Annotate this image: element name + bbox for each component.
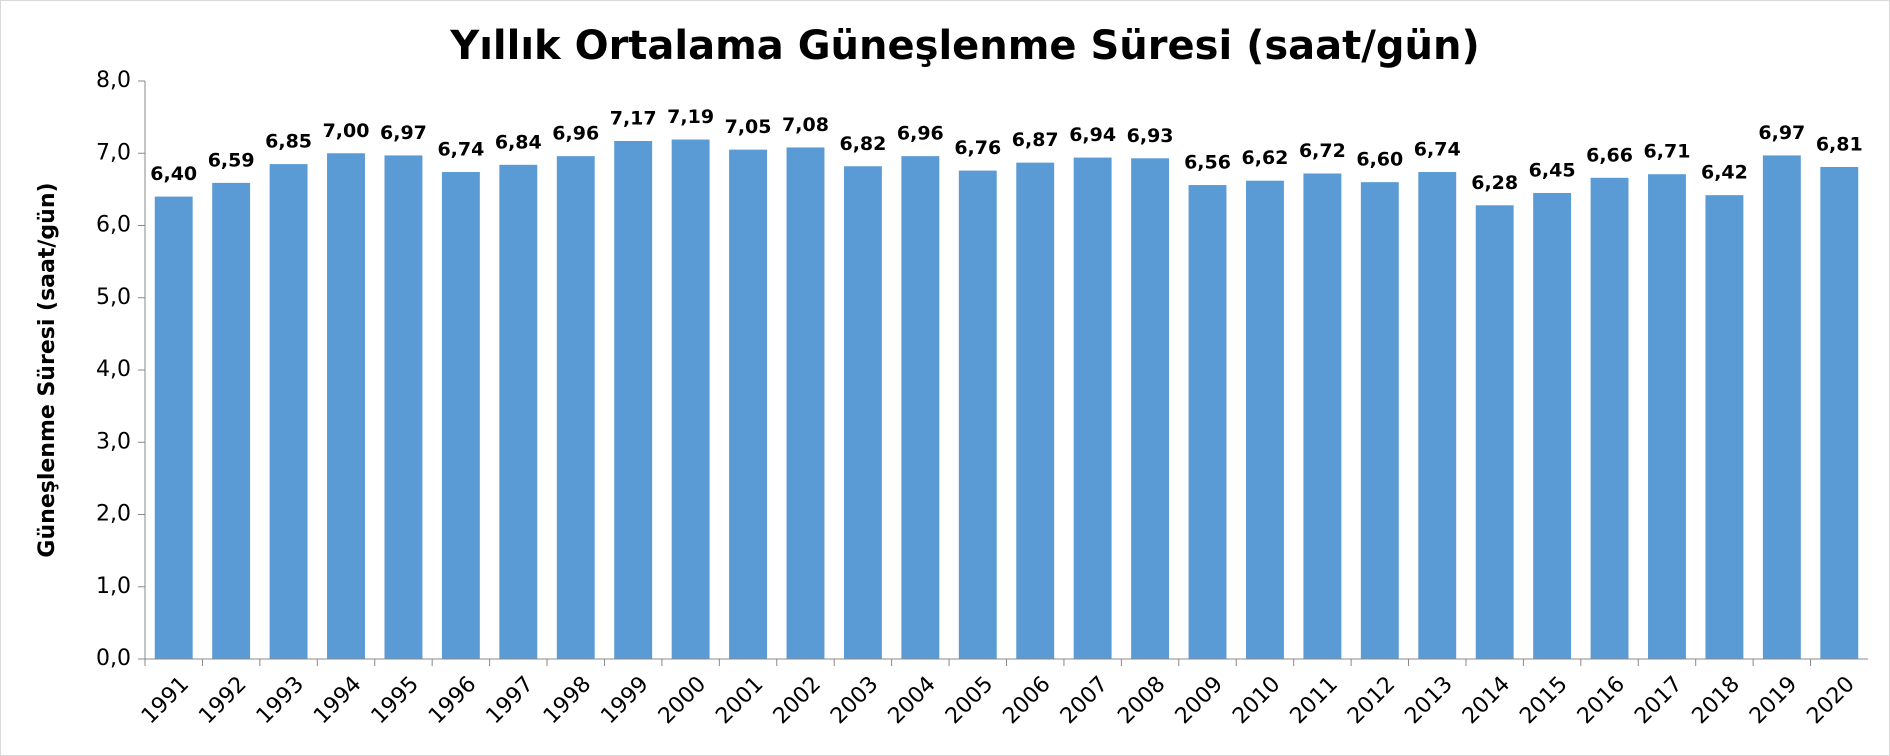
data-label: 7,05 bbox=[725, 116, 772, 138]
bar bbox=[1648, 174, 1686, 659]
bar bbox=[556, 156, 595, 659]
data-label: 6,45 bbox=[1529, 159, 1576, 181]
data-label: 6,97 bbox=[380, 122, 427, 144]
data-label: 6,96 bbox=[552, 123, 599, 145]
y-tick-label: 8,0 bbox=[96, 68, 131, 93]
data-label: 7,00 bbox=[323, 120, 370, 142]
y-tick-label: 7,0 bbox=[96, 140, 131, 165]
data-label: 6,28 bbox=[1471, 172, 1518, 194]
data-label: 7,17 bbox=[610, 107, 657, 129]
chart-title: Yıllık Ortalama Güneşlenme Süresi (saat/… bbox=[449, 23, 1480, 69]
data-label: 7,08 bbox=[782, 114, 829, 136]
data-label: 7,19 bbox=[667, 106, 714, 128]
bar bbox=[384, 155, 423, 660]
data-label: 6,66 bbox=[1586, 144, 1633, 166]
bar bbox=[1188, 185, 1227, 660]
data-label: 6,94 bbox=[1069, 124, 1116, 146]
y-tick-label: 0,0 bbox=[96, 646, 131, 671]
bar bbox=[843, 166, 882, 659]
data-label: 6,74 bbox=[437, 139, 484, 161]
data-label: 6,76 bbox=[954, 137, 1001, 159]
data-label: 6,96 bbox=[897, 123, 944, 145]
bar bbox=[1418, 172, 1457, 659]
y-tick-label: 4,0 bbox=[96, 357, 131, 382]
data-label: 6,93 bbox=[1127, 125, 1174, 147]
bar bbox=[212, 182, 251, 659]
y-tick-label: 3,0 bbox=[96, 429, 131, 454]
bar bbox=[958, 170, 997, 659]
bar bbox=[1533, 192, 1572, 660]
bar bbox=[1073, 157, 1112, 659]
bar bbox=[1245, 180, 1284, 659]
bar bbox=[1820, 166, 1859, 660]
bar bbox=[269, 164, 308, 659]
bar bbox=[1705, 195, 1744, 659]
bar bbox=[1762, 155, 1801, 660]
y-tick-label: 2,0 bbox=[96, 502, 131, 527]
bar bbox=[729, 149, 768, 659]
data-label: 6,97 bbox=[1758, 122, 1805, 144]
bar bbox=[1016, 162, 1055, 659]
data-label: 6,59 bbox=[208, 149, 255, 171]
data-label: 6,84 bbox=[495, 131, 542, 153]
data-label: 6,82 bbox=[839, 133, 886, 155]
y-tick-label: 1,0 bbox=[96, 574, 131, 599]
data-label: 6,71 bbox=[1644, 141, 1691, 163]
data-label: 6,74 bbox=[1414, 139, 1461, 161]
y-tick-label: 6,0 bbox=[96, 213, 131, 238]
data-label: 6,42 bbox=[1701, 162, 1748, 184]
bar bbox=[901, 156, 940, 659]
bar bbox=[1131, 158, 1170, 659]
bar bbox=[671, 139, 710, 659]
y-axis-label: Güneşlenme Süresi (saat/gün) bbox=[35, 182, 60, 557]
data-label: 6,56 bbox=[1184, 152, 1231, 174]
bar bbox=[1590, 177, 1629, 659]
bar bbox=[327, 153, 365, 659]
y-tick-label: 5,0 bbox=[96, 285, 131, 310]
data-label: 6,81 bbox=[1816, 133, 1863, 155]
bar bbox=[786, 147, 825, 659]
bar bbox=[1475, 205, 1514, 659]
data-label: 6,87 bbox=[1012, 129, 1059, 151]
bar bbox=[499, 164, 538, 659]
data-label: 6,62 bbox=[1242, 147, 1289, 169]
bar bbox=[614, 140, 653, 659]
data-label: 6,85 bbox=[265, 131, 312, 153]
bar bbox=[154, 196, 193, 659]
data-label: 6,60 bbox=[1356, 149, 1403, 171]
data-label: 6,72 bbox=[1299, 140, 1346, 162]
bar bbox=[1360, 182, 1399, 659]
bar bbox=[1303, 173, 1342, 660]
bar bbox=[441, 172, 480, 659]
data-label: 6,40 bbox=[150, 163, 197, 185]
